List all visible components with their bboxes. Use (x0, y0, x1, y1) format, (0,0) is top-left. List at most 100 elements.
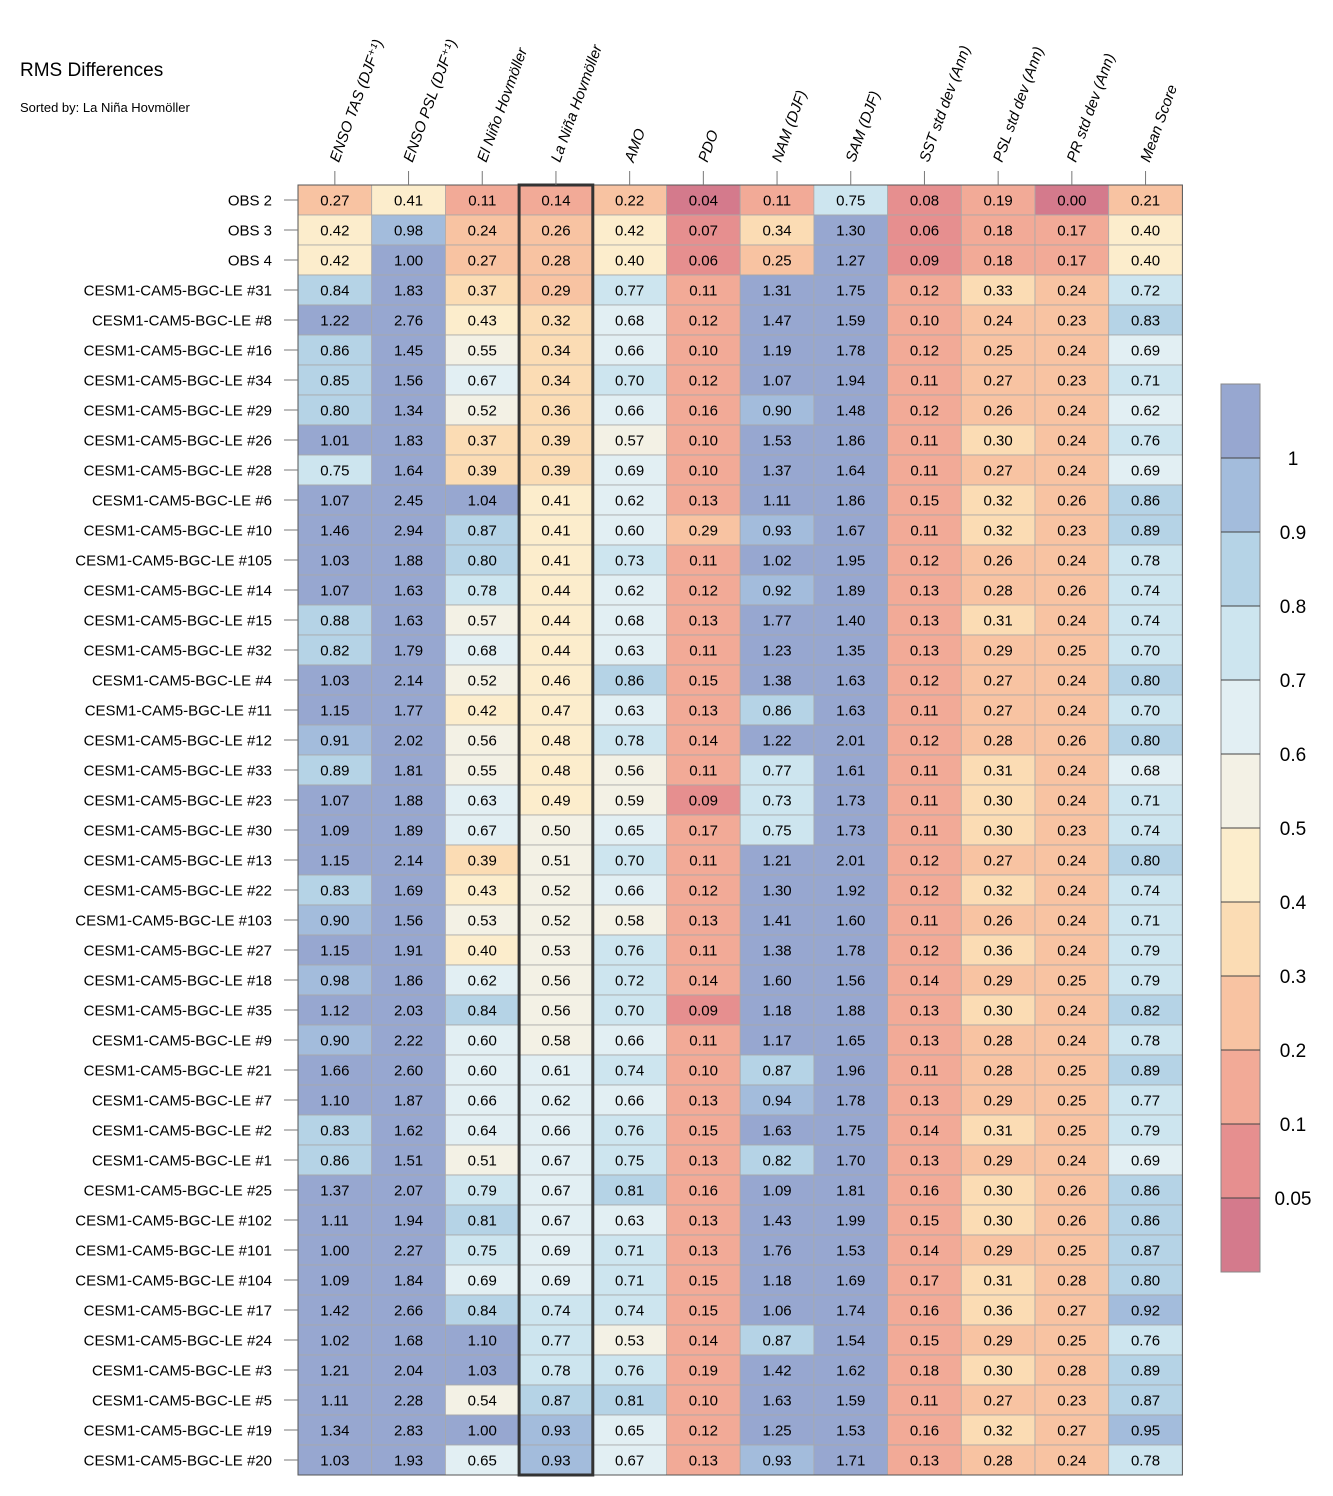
row-label: CESM1-CAM5-BGC-LE #29 (84, 403, 272, 420)
heatmap-cell (518, 454, 594, 486)
cell-value: 1.63 (394, 613, 423, 630)
cell-value: 2.01 (836, 853, 865, 870)
heatmap-cell (371, 1264, 446, 1296)
cell-value: 0.30 (984, 1183, 1013, 1200)
heatmap-cell (1108, 904, 1183, 936)
heatmap-cell (813, 484, 889, 516)
cell-value: 0.11 (689, 943, 717, 960)
cell-value: 0.25 (1057, 1063, 1086, 1080)
cell-value: 0.30 (984, 823, 1013, 840)
heatmap-cell (666, 364, 741, 396)
heatmap-cell (960, 544, 1036, 576)
heatmap-cell (1108, 784, 1183, 816)
heatmap-cell (666, 1324, 741, 1356)
cell-value: 0.77 (541, 1333, 570, 1350)
cell-value: 0.69 (1131, 463, 1160, 480)
heatmap-cell (666, 334, 741, 366)
heatmap-cell (444, 364, 520, 396)
cell-value: 0.44 (541, 643, 570, 660)
cell-value: 0.17 (910, 1273, 939, 1290)
cell-value: 0.75 (615, 1153, 644, 1170)
heatmap-cell (444, 1384, 520, 1416)
cell-value: 0.76 (615, 1123, 644, 1140)
heatmap-cell (1034, 964, 1110, 996)
heatmap-cell (887, 964, 962, 996)
cell-value: 0.15 (910, 1213, 939, 1230)
row-label: CESM1-CAM5-BGC-LE #13 (84, 853, 272, 870)
heatmap-cell (887, 454, 962, 486)
heatmap-cell (444, 1324, 520, 1356)
cell-value: 1.11 (763, 493, 791, 510)
heatmap-cell (813, 1024, 889, 1056)
cell-value: 0.19 (984, 193, 1013, 210)
cell-value: 2.76 (394, 313, 423, 330)
heatmap-cell (297, 964, 373, 996)
heatmap-cell (297, 394, 373, 426)
heatmap-cell (666, 994, 741, 1026)
cell-value: 0.76 (615, 1363, 644, 1380)
heatmap-cell (813, 1324, 889, 1356)
heatmap-cell (813, 814, 889, 846)
heatmap-cell (739, 214, 815, 246)
heatmap-cell (739, 274, 815, 306)
heatmap-cell (666, 874, 741, 906)
cell-value: 0.32 (984, 493, 1013, 510)
cell-value: 0.12 (689, 373, 718, 390)
heatmap-cell (666, 1384, 741, 1416)
cell-value: 0.40 (1131, 223, 1160, 240)
heatmap-cell (1108, 1444, 1183, 1476)
heatmap-cell (592, 634, 667, 666)
column-label: AMO (621, 126, 649, 165)
heatmap-cell (813, 994, 889, 1026)
cell-value: 0.72 (1131, 283, 1160, 300)
cell-value: 0.70 (1131, 703, 1160, 720)
heatmap-cell (1034, 694, 1110, 726)
cell-value: 0.24 (1057, 883, 1086, 900)
heatmap-cell (666, 844, 741, 876)
cell-value: 0.62 (1131, 403, 1160, 420)
row-label: CESM1-CAM5-BGC-LE #26 (84, 433, 272, 450)
cell-value: 0.89 (1131, 1363, 1160, 1380)
cell-value: 0.90 (762, 403, 791, 420)
cell-value: 0.13 (910, 1003, 939, 1020)
cell-value: 0.74 (615, 1303, 644, 1320)
heatmap-cell (1034, 454, 1110, 486)
heatmap-cell (297, 1204, 373, 1236)
heatmap-cell (666, 1054, 741, 1086)
cell-value: 0.10 (689, 433, 718, 450)
heatmap-cell (1108, 1414, 1183, 1446)
heatmap-cell (371, 1414, 446, 1446)
cell-value: 0.86 (1131, 1213, 1160, 1230)
column-label: SAM (DJF) (843, 89, 884, 165)
heatmap-cell (1108, 214, 1183, 246)
heatmap-cell (444, 754, 520, 786)
cell-value: 1.86 (836, 433, 865, 450)
cell-value: 0.39 (541, 433, 570, 450)
cell-value: 0.30 (984, 1003, 1013, 1020)
cell-value: 1.76 (762, 1243, 791, 1260)
heatmap-cell (297, 1354, 373, 1386)
row-label: CESM1-CAM5-BGC-LE #5 (92, 1393, 272, 1410)
cell-value: 0.11 (910, 913, 938, 930)
cell-value: 0.27 (984, 673, 1013, 690)
heatmap-cell (1108, 274, 1183, 306)
cell-value: 0.56 (541, 973, 570, 990)
heatmap-cell (444, 484, 520, 516)
heatmap-cell (1108, 1234, 1183, 1266)
cell-value: 0.10 (689, 1393, 718, 1410)
cell-value: 1.12 (320, 1003, 349, 1020)
column-label: La Niña Hovmöller (548, 42, 607, 165)
cell-value: 1.48 (836, 403, 865, 420)
heatmap-cell (518, 604, 594, 636)
heatmap-cell (887, 754, 962, 786)
cell-value: 0.24 (1057, 1003, 1086, 1020)
cell-value: 0.78 (1131, 1453, 1160, 1470)
cell-value: 0.83 (320, 883, 349, 900)
heatmap-cell (444, 334, 520, 366)
heatmap-cell (887, 484, 962, 516)
cell-value: 0.62 (615, 583, 644, 600)
heatmap-cell (1108, 574, 1183, 606)
heatmap-cell (813, 1144, 889, 1176)
cell-value: 0.68 (468, 643, 497, 660)
